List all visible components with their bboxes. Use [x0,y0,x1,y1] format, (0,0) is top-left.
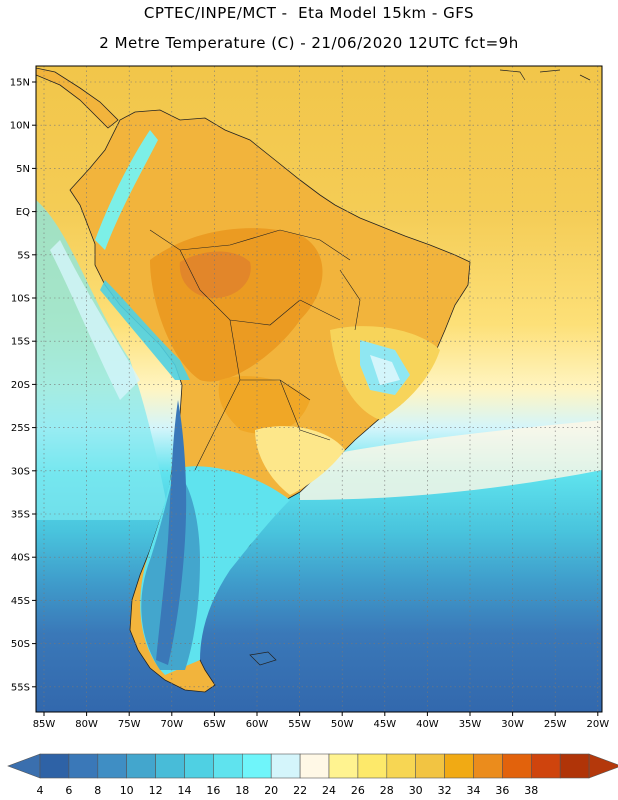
colorbar-swatch [270,753,301,779]
colorbar-label: 14 [178,784,192,797]
lat-tick-label: 15N [10,78,30,89]
colorbar-swatch [184,753,214,779]
lat-tick-label: 55S [11,682,30,693]
lat-tick-label: 10N [10,121,30,132]
colorbar-swatch [97,753,128,779]
map-frame [35,65,603,713]
colorbar-label: 8 [94,784,101,797]
ocean-warm-band [300,420,602,500]
colorbar-swatch [39,753,70,779]
latitude-tick-labels: 15N 10N 5N EQ 5S 10S 15S 20S 25S 30S 35S 40S 45S 50S 5… [10,78,36,693]
colorbar-swatch [357,753,388,779]
lon-tick-label: 20W [586,719,609,730]
lon-tick-label: 80W [75,719,98,730]
colorbar-swatch [473,753,503,779]
colorbar-label: 30 [409,784,423,797]
colorbar-swatch [559,753,590,779]
colorbar-label: 4 [37,784,44,797]
colorbar-label: 38 [524,784,538,797]
map-title-line-1: CPTEC/INPE/MCT - Eta Model 15km - GFS [143,4,475,22]
lat-tick-label: 50S [11,639,30,650]
longitude-tick-labels: 85W 80W 75W 70W 65W 60W 55W 50W 45W 40W 35W 30W 25W 2… [33,712,609,730]
amazon-hottest-core [179,251,251,299]
lon-tick-label: 55W [288,719,311,730]
lon-tick-label: 45W [373,719,396,730]
lat-tick-label: 35S [11,510,30,521]
colorbar-swatch [126,753,156,779]
lat-tick-label: 15S [11,337,30,348]
lat-tick-label: 5S [17,250,30,261]
colorbar-label: 6 [65,784,72,797]
colorbar-label: 24 [322,784,336,797]
colorbar-swatch [328,753,359,779]
lon-tick-label: 40W [416,719,439,730]
lat-tick-label: 40S [11,553,30,564]
colorbar-label: 28 [380,784,394,797]
highlands-mild [370,355,400,385]
lat-tick-label: 45S [11,596,30,607]
colorbar-label: 34 [467,784,481,797]
lon-tick-label: 30W [501,719,524,730]
pacific-cool-coast [50,240,140,400]
southern-brazil-mild [255,426,345,495]
temperature-colorbar: 4 6 8 10 12 14 16 18 20 22 24 26 28 30 32 34 36 38 [7,753,618,797]
colorbar-label: 32 [438,784,452,797]
lat-tick-label: 30S [11,466,30,477]
central-warm-zone [218,376,310,434]
lon-tick-label: 65W [203,719,226,730]
colorbar-label: 22 [293,784,307,797]
colorbar-swatch [213,753,243,779]
colorbar-label: 10 [120,784,134,797]
colorbar-swatch [415,753,445,779]
colorbar-label: 16 [206,784,220,797]
colorbar-swatch [242,753,272,779]
map-title-line-2: 2 Metre Temperature (C) - 21/06/2020 12U… [99,34,519,52]
colorbar-under-arrow [7,753,41,779]
colorbar-label: 36 [495,784,509,797]
colorbar-swatch [444,753,474,779]
lat-tick-label: 10S [11,294,30,305]
lon-tick-label: 35W [459,719,482,730]
lat-tick-label: 20S [11,380,30,391]
colorbar-label: 20 [264,784,278,797]
lon-tick-label: 70W [160,719,183,730]
colorbar-label: 26 [351,784,365,797]
falkland-islands [249,651,277,666]
lon-tick-label: 25W [544,719,567,730]
map-plot-area [36,66,602,712]
colorbar-label: 12 [149,784,163,797]
northern-andes-cool [95,130,158,250]
colorbar-swatch [68,753,99,779]
lon-tick-label: 75W [118,719,141,730]
lat-tick-label: EQ [16,207,30,218]
colorbar-swatch [155,753,185,779]
lon-tick-label: 60W [246,719,269,730]
lat-tick-label: 5N [16,164,30,175]
lon-tick-label: 85W [33,719,56,730]
caribbean-islands [499,69,591,81]
colorbar-over-arrow [588,753,618,779]
colorbar-swatch [386,753,416,779]
colorbar-swatch [502,753,532,779]
country-borders [149,229,361,471]
colorbar-swatch [299,753,330,779]
central-america [36,67,119,129]
lat-tick-label: 25S [11,423,30,434]
colorbar-swatch [530,753,561,779]
lon-tick-label: 50W [331,719,354,730]
colorbar-label: 18 [235,784,249,797]
northern-andes-cold [100,280,190,380]
andes-coldest-ribbon [156,400,187,665]
